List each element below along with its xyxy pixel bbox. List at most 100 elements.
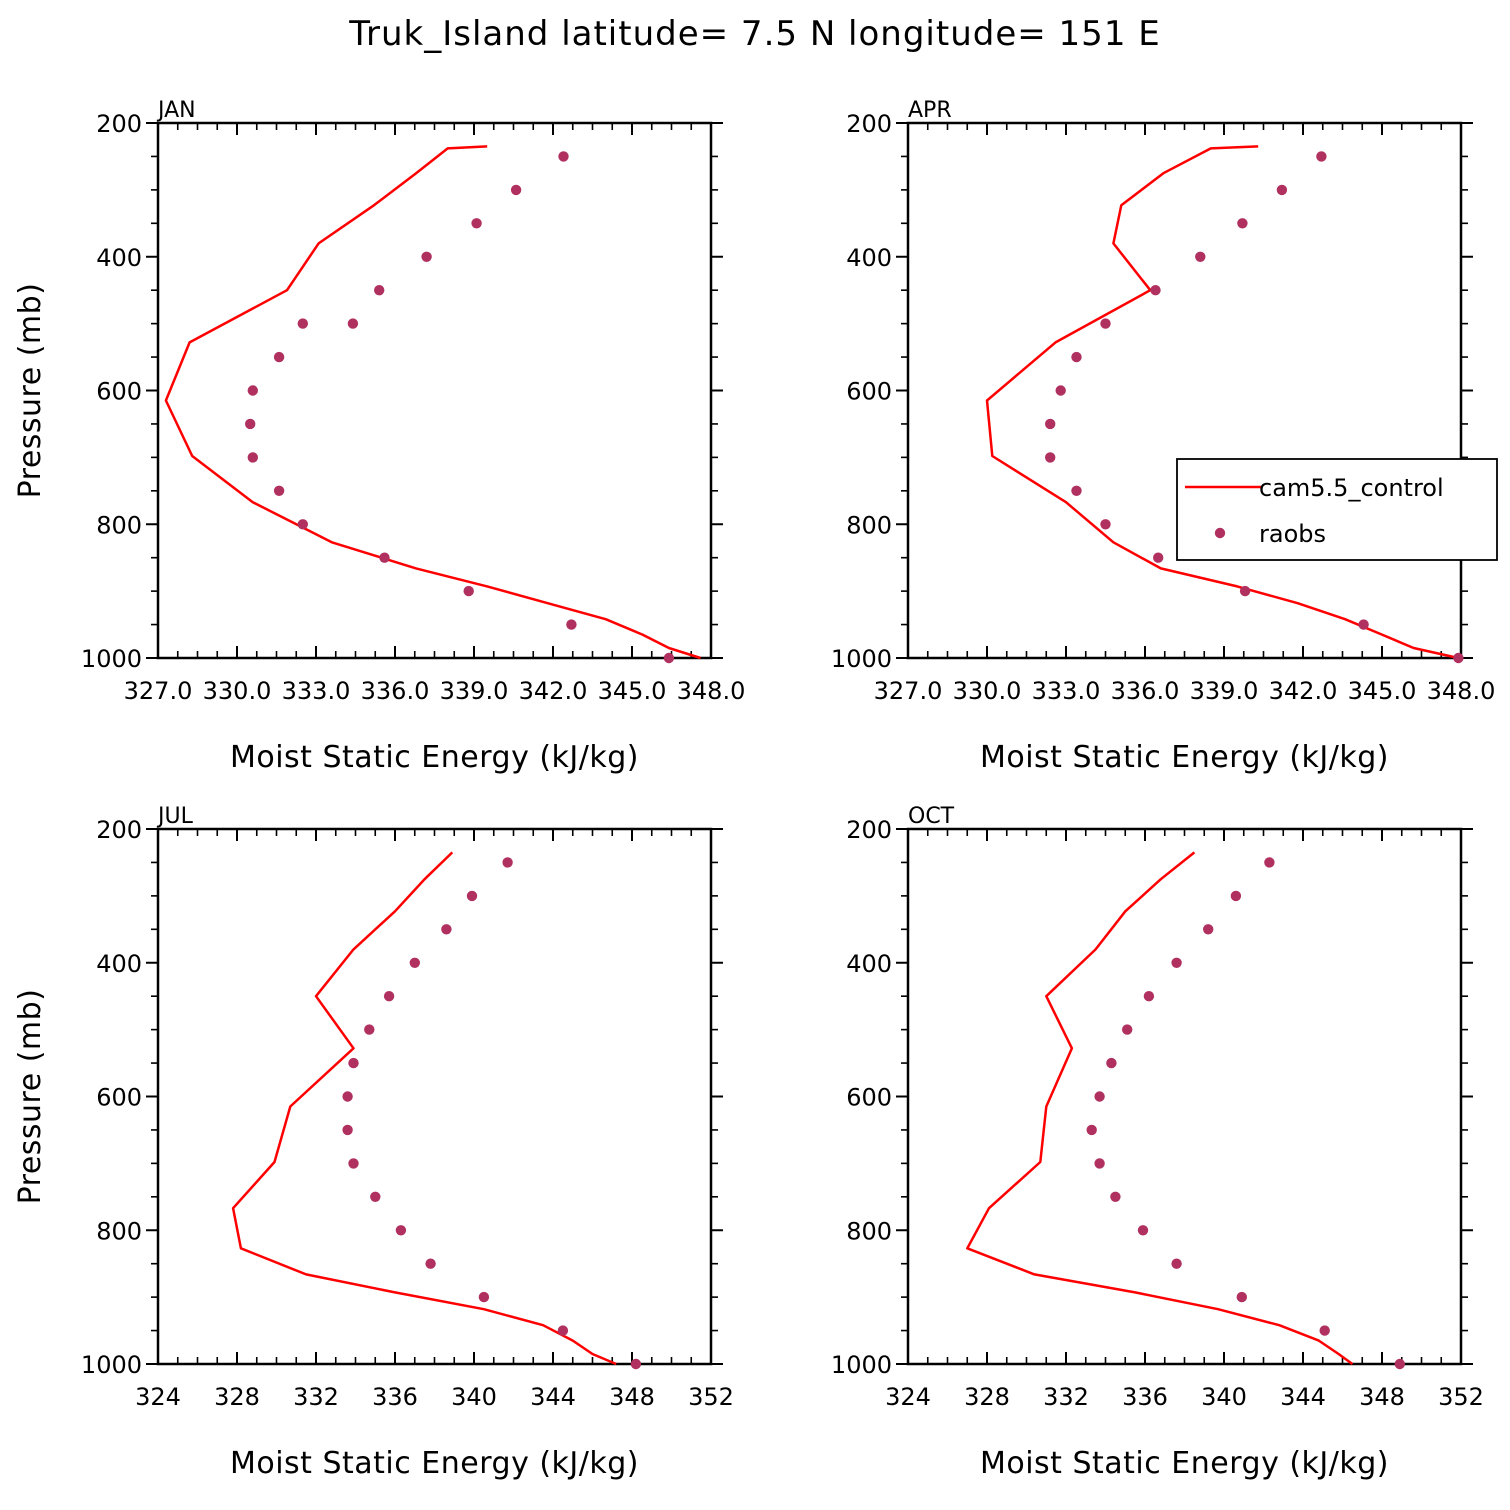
raobs-point [364, 1024, 375, 1035]
raobs-point [1045, 452, 1056, 463]
x-tick-label: 340 [1201, 1383, 1247, 1411]
y-tick-label: 600 [96, 1084, 142, 1112]
x-tick-label: 348 [609, 1383, 655, 1411]
y-tick-label: 1000 [81, 645, 142, 673]
raobs-point [379, 552, 390, 563]
raobs-point [557, 1325, 569, 1336]
raobs-point [348, 1057, 359, 1069]
raobs-point [1106, 1057, 1117, 1069]
y-tick-label: 200 [96, 110, 142, 138]
y-tick-label: 800 [846, 511, 892, 539]
y-tick-label: 400 [846, 950, 892, 978]
x-tick-label: 348.0 [1427, 677, 1496, 705]
raobs-point [342, 1124, 353, 1136]
x-tick-label: 328 [964, 1383, 1010, 1411]
raobs-point [348, 1158, 359, 1169]
raobs-point [370, 1191, 381, 1203]
x-tick-label: 330.0 [953, 677, 1022, 705]
raobs-point [1230, 890, 1242, 902]
y-tick-label: 800 [96, 511, 142, 539]
y-tick-label: 400 [96, 950, 142, 978]
x-axis-label: Moist Static Energy (kJ/kg) [230, 740, 639, 775]
raobs-point [510, 184, 522, 196]
x-tick-label: 332 [1043, 1383, 1089, 1411]
y-tick-label: 600 [846, 1084, 892, 1112]
x-tick-label: 324 [885, 1383, 931, 1411]
raobs-point [1110, 1191, 1121, 1203]
panel-title: OCT [908, 804, 955, 829]
x-axis-label: Moist Static Energy (kJ/kg) [230, 1446, 639, 1481]
raobs-point [1236, 1291, 1248, 1303]
raobs-point [273, 485, 285, 496]
y-tick-label: 600 [96, 378, 142, 406]
raobs-point [245, 418, 256, 430]
y-axis-label: Pressure (mb) [13, 989, 48, 1205]
raobs-point [1171, 1258, 1182, 1269]
raobs-point [566, 619, 577, 630]
raobs-point [1316, 151, 1327, 162]
raobs-point [1086, 1124, 1097, 1136]
raobs-point [441, 924, 452, 935]
y-tick-label: 800 [846, 1217, 892, 1245]
x-tick-label: 336 [372, 1383, 418, 1411]
raobs-point [342, 1091, 353, 1102]
x-tick-label: 336.0 [361, 677, 430, 705]
raobs-point [1203, 924, 1214, 935]
raobs-point [1094, 1091, 1105, 1102]
raobs-point [1100, 519, 1111, 530]
x-tick-label: 327.0 [874, 677, 943, 705]
raobs-point [425, 1258, 436, 1269]
raobs-point [421, 251, 432, 262]
raobs-point [466, 890, 478, 902]
raobs-point [1094, 1158, 1105, 1169]
raobs-point [478, 1291, 490, 1303]
panel-jan: 327.0 330.0 333.0 336.0 339.0 342.0 345.0 348.0… [13, 98, 745, 775]
panel-jul: 324 328 332 336 340 344 348 352 200 400 600 800 1000… [13, 804, 734, 1481]
x-tick-label: 340 [451, 1383, 497, 1411]
x-tick-label: 333.0 [282, 677, 351, 705]
raobs-point [1071, 351, 1082, 363]
raobs-point [247, 385, 258, 396]
x-tick-label: 345.0 [598, 677, 667, 705]
raobs-point [1264, 857, 1275, 868]
raobs-point [1137, 1225, 1149, 1236]
x-tick-label: 352 [1438, 1383, 1484, 1411]
raobs-point [1239, 585, 1251, 597]
x-tick-label: 344 [530, 1383, 576, 1411]
legend-label-raobs: raobs [1259, 520, 1326, 548]
raobs-point [558, 151, 569, 162]
raobs-point [347, 318, 359, 329]
legend-marker-swatch [1214, 527, 1226, 539]
x-tick-label: 339.0 [440, 677, 509, 705]
raobs-point [297, 519, 308, 530]
legend-box [1176, 458, 1498, 561]
x-tick-label: 330.0 [203, 677, 272, 705]
raobs-point [383, 991, 395, 1002]
raobs-point [247, 452, 258, 463]
raobs-point [663, 652, 675, 664]
model-profile-line [985, 145, 1459, 660]
model-profile-line [966, 851, 1354, 1366]
y-tick-label: 400 [96, 244, 142, 272]
y-axis-label: Pressure (mb) [13, 283, 48, 499]
raobs-point [463, 585, 474, 597]
x-tick-label: 336.0 [1111, 677, 1180, 705]
y-tick-label: 800 [96, 1217, 142, 1245]
raobs-point [273, 351, 285, 363]
raobs-point [395, 1225, 407, 1236]
x-tick-label: 332 [293, 1383, 339, 1411]
x-tick-label: 336 [1122, 1383, 1168, 1411]
raobs-point [1071, 485, 1082, 496]
x-tick-label: 339.0 [1190, 677, 1259, 705]
raobs-point [1171, 957, 1182, 968]
raobs-point [1153, 552, 1164, 563]
y-tick-label: 200 [846, 110, 892, 138]
raobs-point [471, 218, 482, 229]
legend-label-model: cam5.5_control [1259, 474, 1444, 502]
raobs-point [1150, 285, 1161, 296]
y-tick-label: 400 [846, 244, 892, 272]
panel-title: JAN [156, 98, 196, 123]
x-axis-label: Moist Static Energy (kJ/kg) [980, 1446, 1389, 1481]
raobs-point [1100, 318, 1111, 329]
